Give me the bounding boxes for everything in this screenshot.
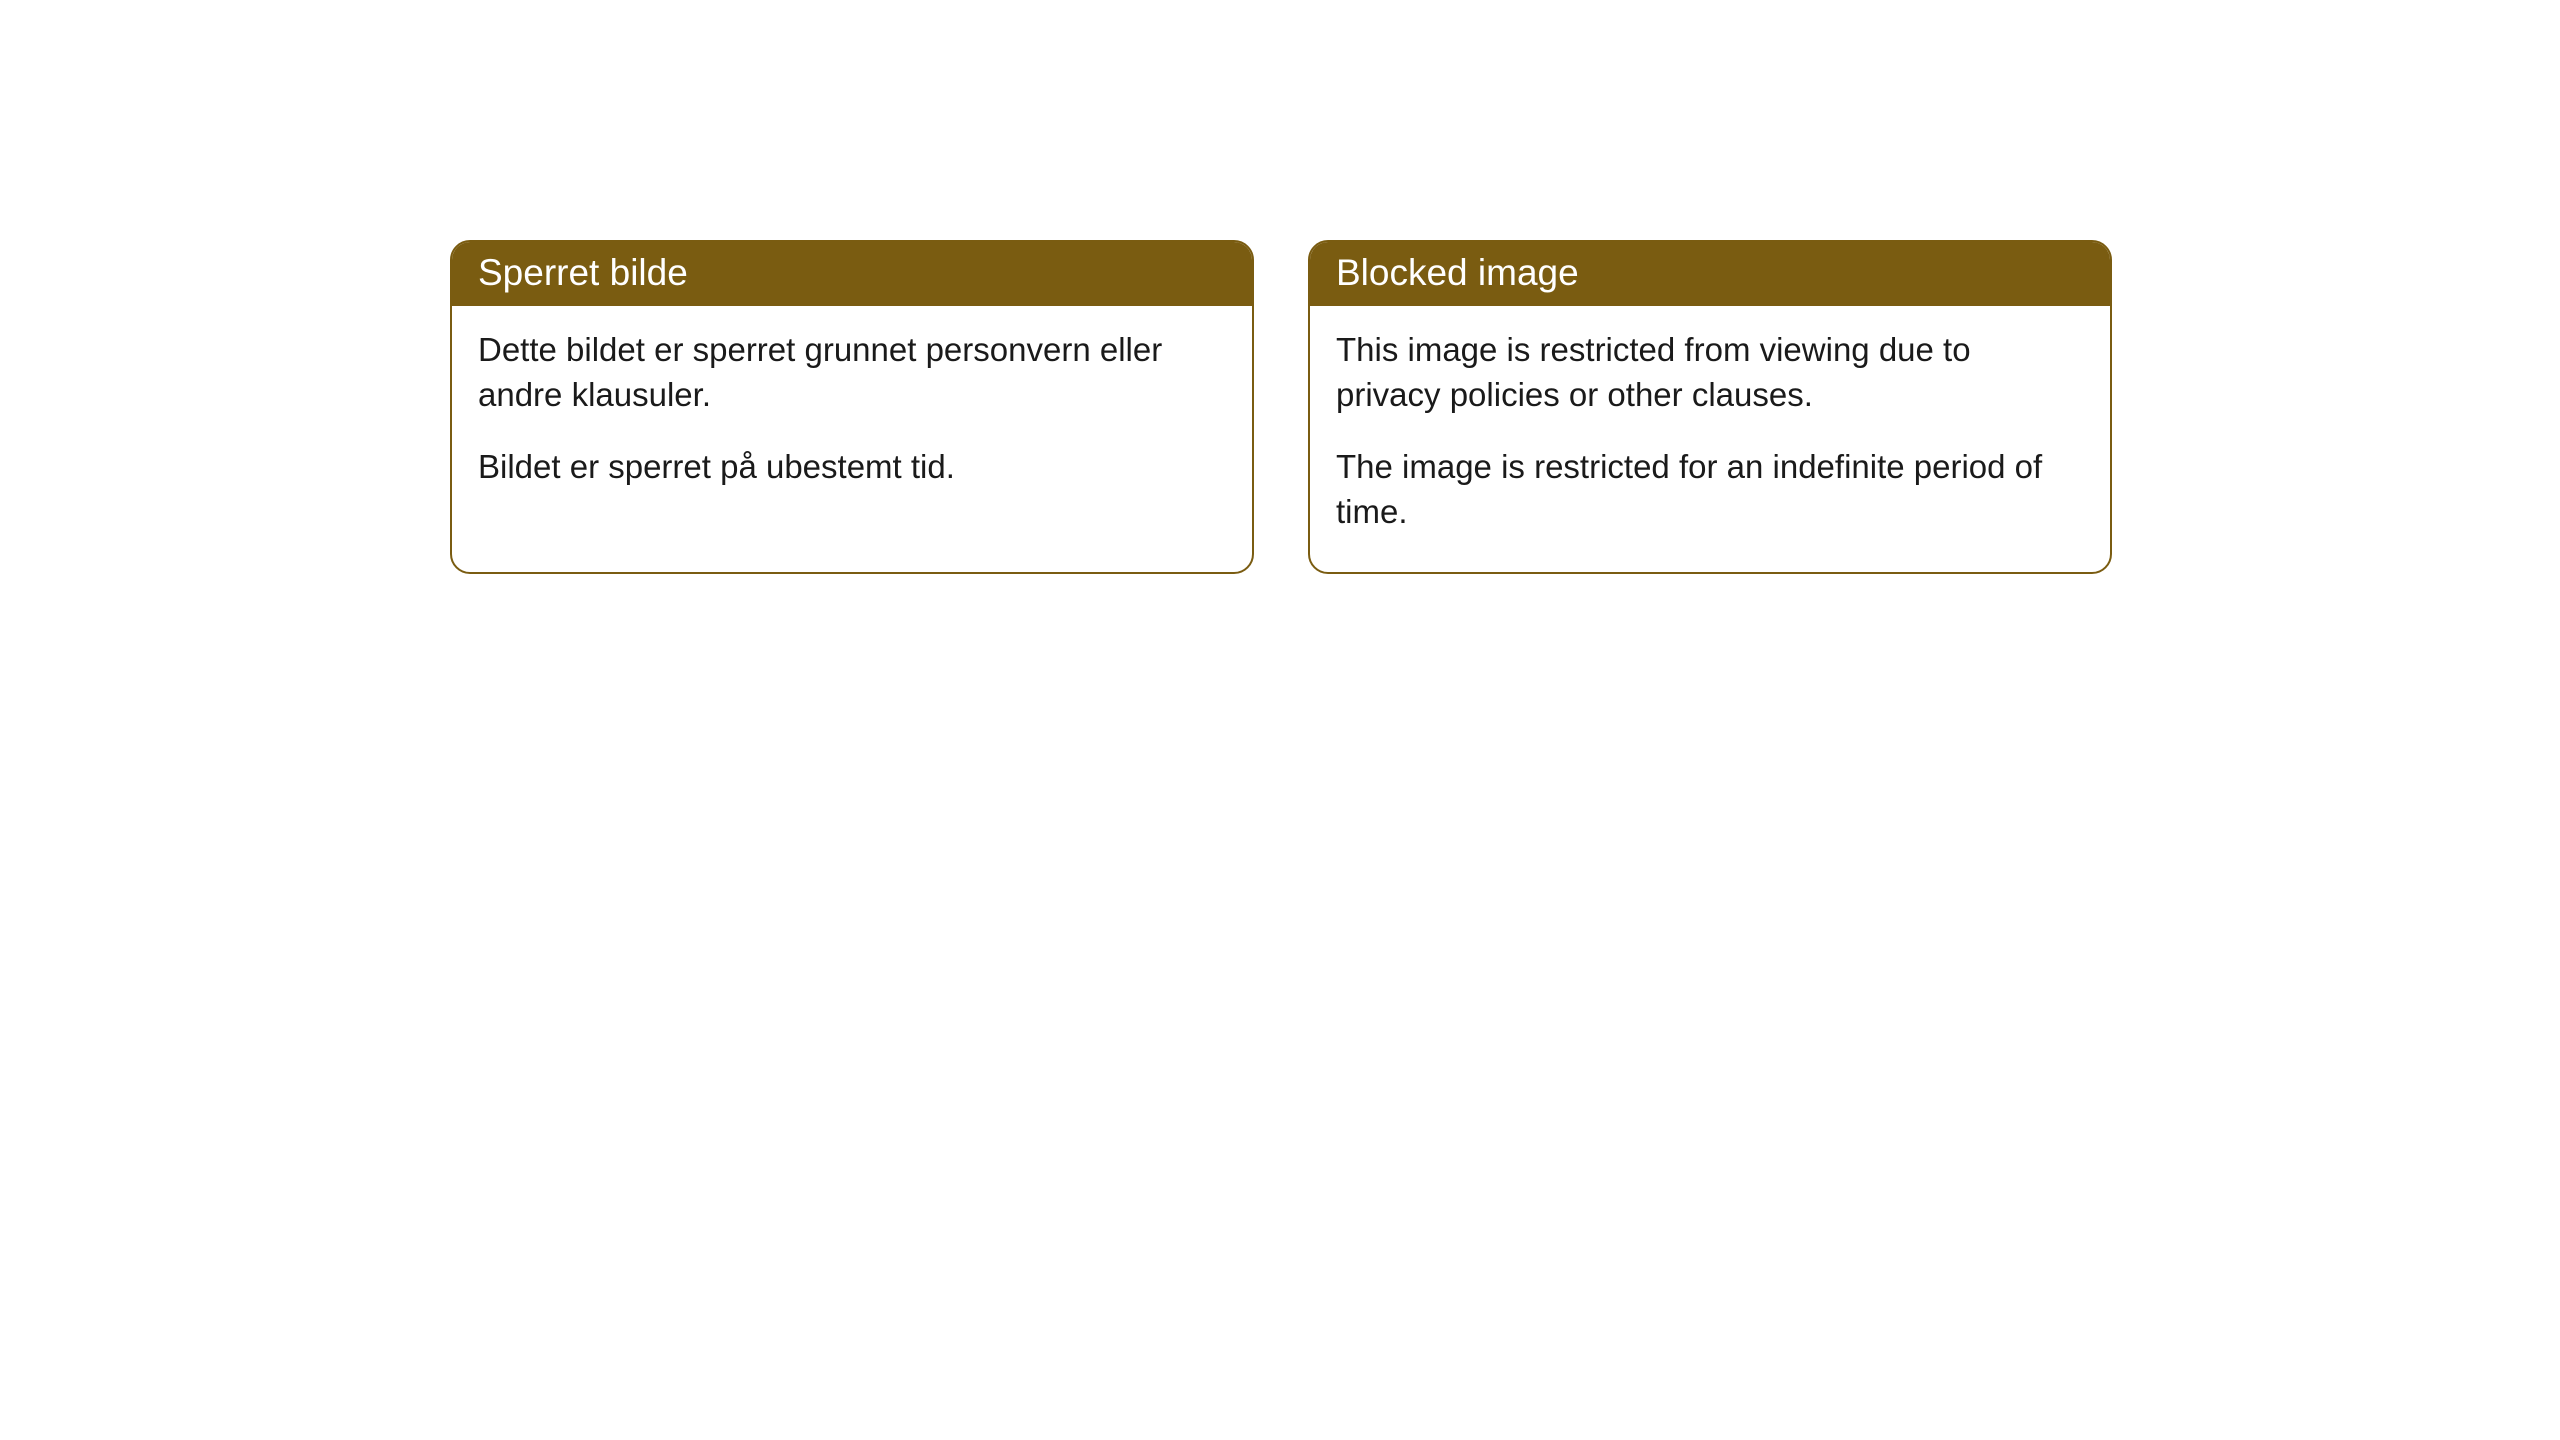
notice-title: Blocked image [1336,252,1579,293]
notice-header-norwegian: Sperret bilde [452,242,1252,306]
notice-paragraph: Bildet er sperret på ubestemt tid. [478,445,1226,490]
notice-header-english: Blocked image [1310,242,2110,306]
notice-paragraph: The image is restricted for an indefinit… [1336,445,2084,534]
notice-body-english: This image is restricted from viewing du… [1310,306,2110,572]
notice-cards-container: Sperret bilde Dette bildet er sperret gr… [450,240,2560,574]
notice-paragraph: Dette bildet er sperret grunnet personve… [478,328,1226,417]
notice-body-norwegian: Dette bildet er sperret grunnet personve… [452,306,1252,528]
notice-paragraph: This image is restricted from viewing du… [1336,328,2084,417]
notice-card-norwegian: Sperret bilde Dette bildet er sperret gr… [450,240,1254,574]
notice-card-english: Blocked image This image is restricted f… [1308,240,2112,574]
notice-title: Sperret bilde [478,252,688,293]
